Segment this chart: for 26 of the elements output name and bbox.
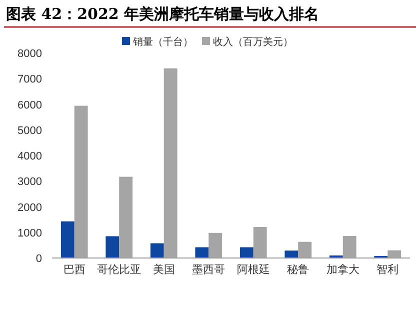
- y-tick-label: 2000: [18, 202, 42, 214]
- x-tick-label: 巴西: [63, 264, 86, 276]
- x-tick-label: 墨西哥: [192, 264, 226, 276]
- y-tick-label: 5000: [18, 124, 42, 137]
- bar: [60, 221, 74, 258]
- y-tick-label: 0: [36, 253, 42, 265]
- bar: [150, 243, 164, 258]
- x-tick-label: 智利: [376, 263, 399, 276]
- x-tick-label: 阿根廷: [236, 264, 270, 276]
- legend-label: 收入（百万美元）: [213, 36, 293, 48]
- y-tick-label: 3000: [18, 176, 42, 188]
- x-tick-label: 哥伦比亚: [97, 263, 142, 276]
- y-tick-label: 7000: [18, 74, 42, 86]
- y-tick-label: 1000: [18, 227, 42, 240]
- bar: [284, 250, 298, 258]
- x-tick-label: 秘鲁: [287, 264, 310, 276]
- y-tick-label: 6000: [18, 99, 42, 112]
- legend-label: 销量（千台）: [132, 36, 193, 48]
- x-tick-label: 美国: [152, 263, 175, 276]
- bar: [240, 247, 254, 258]
- bar: [195, 247, 209, 258]
- y-tick-label: 8000: [18, 48, 42, 60]
- bar: [106, 236, 120, 258]
- x-tick-label: 加拿大: [326, 263, 360, 276]
- chart-title: 图表 42：2022 年美洲摩托车销量与收入排名: [6, 5, 320, 23]
- y-tick-label: 4000: [18, 150, 42, 162]
